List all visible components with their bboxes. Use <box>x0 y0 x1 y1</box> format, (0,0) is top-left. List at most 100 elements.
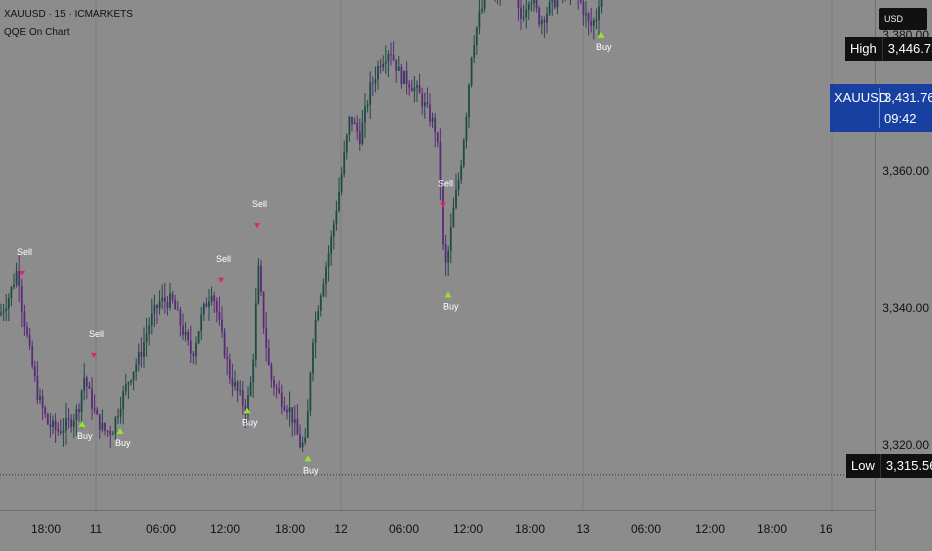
candle-body <box>551 0 554 3</box>
price-tick-label: 3,360.00 <box>882 164 929 179</box>
candle-body <box>436 132 439 142</box>
candle-body <box>169 293 171 308</box>
candle-body <box>423 102 426 107</box>
candle-body <box>595 20 598 22</box>
candle-body <box>348 116 351 136</box>
sell-signal-icon <box>218 277 224 283</box>
candle-body <box>78 408 80 413</box>
candle-body <box>317 311 320 321</box>
candle-body <box>93 408 96 410</box>
time-tick-label: 18:00 <box>274 522 306 536</box>
sell-signal-label: Sell <box>17 247 32 257</box>
candle-body <box>286 410 288 413</box>
candle-body <box>371 82 374 84</box>
candle-body <box>306 411 309 438</box>
candle-body <box>299 434 301 448</box>
candle-body <box>65 418 67 431</box>
currency-button[interactable]: USD <box>879 8 927 30</box>
candle-body <box>364 106 366 123</box>
candle-body <box>137 352 140 365</box>
candle-body <box>280 392 283 407</box>
candlestick-chart[interactable]: SellBuySellBuySellBuySellBuySellBuySellB… <box>0 0 875 510</box>
candle-body <box>340 174 343 192</box>
candle-body <box>390 54 392 56</box>
candle-body <box>189 340 192 354</box>
candle-body <box>135 364 138 372</box>
candle-body <box>304 437 307 443</box>
sell-signal-icon <box>254 223 260 229</box>
candle-body <box>520 7 522 19</box>
time-axis[interactable]: 18:00 11 06:00 12:00 18:00 12 06:00 12:00 18:00 1… <box>0 510 875 551</box>
time-tick-label: 12:00 <box>452 522 484 536</box>
sell-signal-label: Sell <box>89 329 104 339</box>
candle-body <box>197 331 200 344</box>
buy-signal-label: Buy <box>596 42 612 52</box>
candle-body <box>101 423 104 430</box>
candle-body <box>174 300 177 310</box>
time-tick-label: 11 <box>89 522 103 536</box>
candle-body <box>400 66 403 84</box>
candle-body <box>26 326 28 336</box>
candle-body <box>587 13 590 22</box>
sell-signal-label: Sell <box>216 254 231 264</box>
candle-body <box>410 87 413 92</box>
candle-body <box>200 314 203 332</box>
candle-body <box>132 371 135 381</box>
time-tick-label: 12:00 <box>694 522 726 536</box>
candle-body <box>475 27 478 46</box>
candle-body <box>351 116 353 125</box>
candle-body <box>46 414 49 425</box>
candle-body <box>455 189 457 208</box>
candle-body <box>265 328 268 349</box>
candle-body <box>434 118 437 133</box>
candle-body <box>335 210 338 224</box>
candle-body <box>592 20 595 26</box>
candle-body <box>465 117 468 141</box>
candle-body <box>481 8 483 12</box>
time-tick-label: 06:00 <box>145 522 177 536</box>
candle-body <box>28 335 31 347</box>
candle-body <box>322 283 325 296</box>
candle-body <box>431 118 434 122</box>
candle-body <box>228 359 231 379</box>
time-tick-label: 18:00 <box>514 522 546 536</box>
candle-body <box>483 0 486 9</box>
candle-body <box>236 382 239 391</box>
candle-body <box>158 301 161 309</box>
candle-body <box>5 308 8 312</box>
candle-body <box>179 310 182 326</box>
candle-body <box>187 332 190 341</box>
candle-body <box>309 373 312 412</box>
candle-body <box>114 417 117 434</box>
candle-body <box>460 165 463 180</box>
buy-signal-label: Buy <box>242 418 258 428</box>
candle-body <box>543 20 546 23</box>
candle-body <box>13 284 15 288</box>
candle-body <box>223 331 226 357</box>
chart-area[interactable]: SellBuySellBuySellBuySellBuySellBuySellB… <box>0 0 875 510</box>
candle-body <box>533 0 535 4</box>
candle-body <box>582 1 585 16</box>
candle-body <box>262 291 265 329</box>
candle-body <box>104 423 106 431</box>
sell-signal-icon <box>19 270 25 276</box>
candle-body <box>98 414 101 430</box>
buy-signal-label: Buy <box>77 431 93 441</box>
candle-body <box>473 45 476 58</box>
candle-body <box>20 285 23 312</box>
candle-body <box>530 3 533 5</box>
candle-body <box>91 388 93 409</box>
indicator-legend[interactable]: QQE On Chart <box>4 27 70 38</box>
sell-signal-icon <box>91 352 97 358</box>
candle-body <box>57 429 60 432</box>
candle-body <box>0 312 2 315</box>
bar-countdown: 09:42 <box>884 111 917 126</box>
last-price-value: 3,431.76 <box>884 90 932 105</box>
low-value: 3,315.56 <box>879 454 932 478</box>
candle-body <box>59 431 62 433</box>
symbol-legend[interactable]: XAUUSD · 15 · ICMARKETS <box>4 9 133 20</box>
candle-body <box>15 270 18 285</box>
buy-signal-label: Buy <box>303 465 319 475</box>
candle-body <box>111 433 114 435</box>
candle-body <box>70 419 73 427</box>
